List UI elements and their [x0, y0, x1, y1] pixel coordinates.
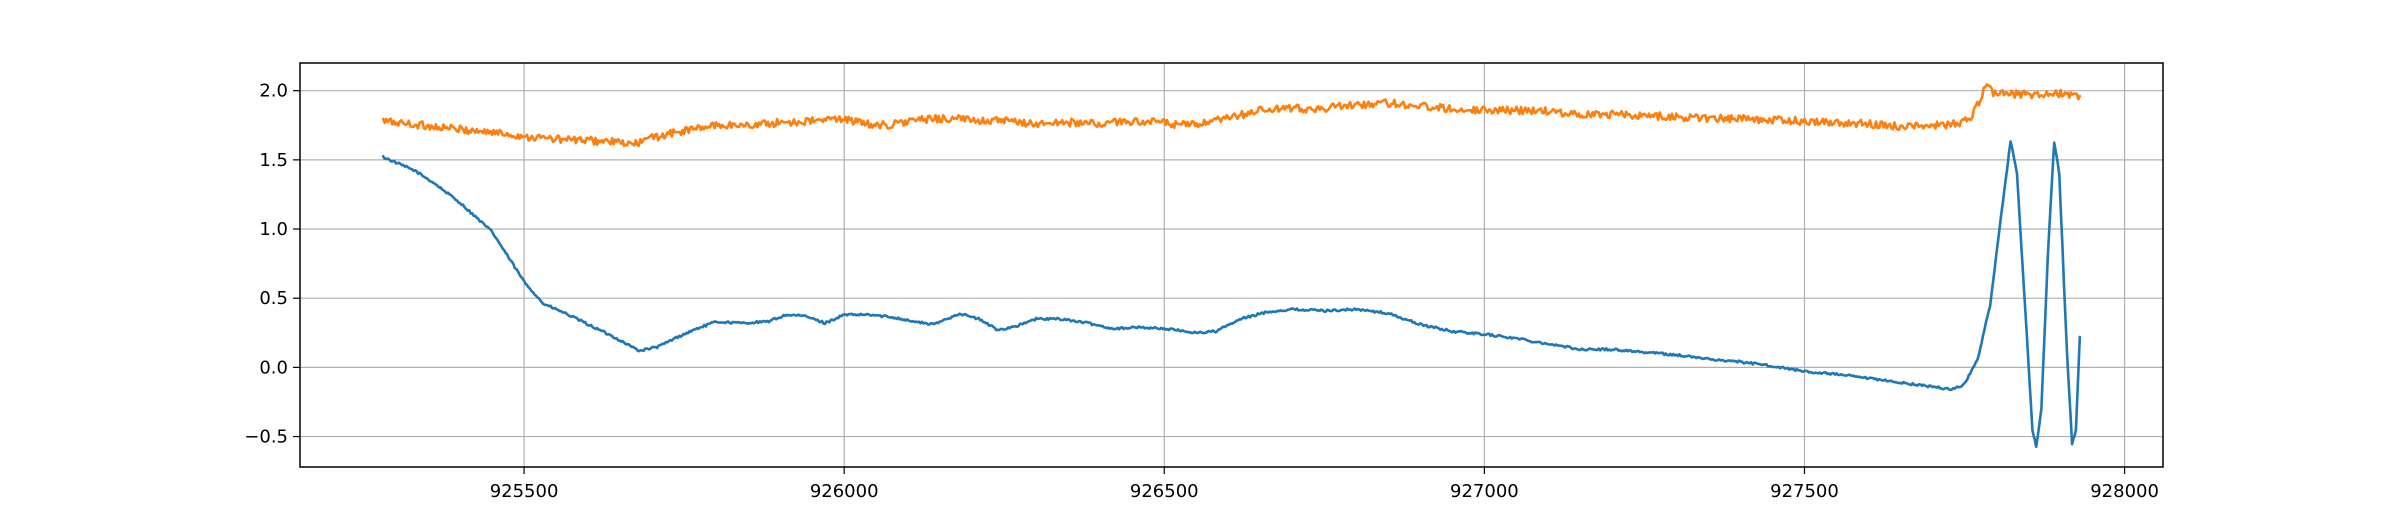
- y-axis: −0.5 0.0 0.5 1.0 1.5 2.0: [244, 81, 300, 448]
- x-axis: 925500 926000 926500 927000 927500 928000: [490, 467, 2159, 502]
- x-tick-label: 926500: [1130, 481, 1199, 502]
- x-tick-label: 928000: [2090, 481, 2159, 502]
- grid: [300, 63, 2163, 467]
- x-tick-label: 925500: [490, 481, 559, 502]
- y-tick-label: 1.0: [259, 219, 288, 240]
- series-line-2: [381, 83, 2082, 148]
- x-tick-label: 927500: [1770, 481, 1839, 502]
- x-tick-label: 927000: [1450, 481, 1519, 502]
- y-tick-label: 1.5: [259, 150, 288, 171]
- series-layer: [381, 83, 2082, 449]
- y-tick-label: −0.5: [244, 427, 288, 448]
- y-tick-label: 0.5: [259, 288, 288, 309]
- x-tick-label: 926000: [810, 481, 879, 502]
- plot-frame: [299, 62, 2164, 468]
- y-tick-label: 0.0: [259, 357, 288, 378]
- series-line-1: [381, 140, 2082, 449]
- y-tick-label: 2.0: [259, 81, 288, 102]
